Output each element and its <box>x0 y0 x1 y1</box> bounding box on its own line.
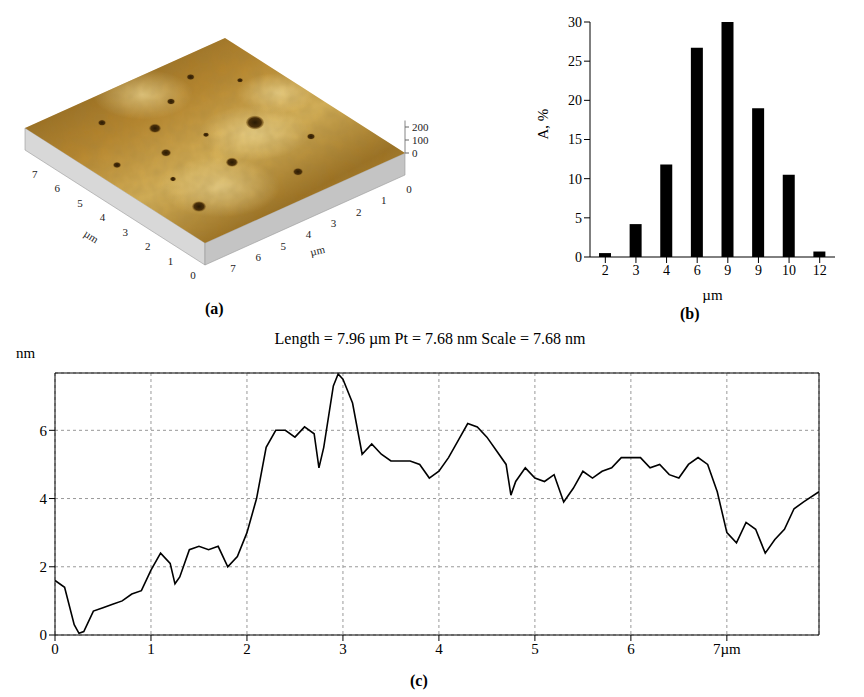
html-text:(c): (c) <box>410 672 428 689</box>
svg-text:0: 0 <box>51 641 59 657</box>
svg-text:5: 5 <box>281 240 287 252</box>
svg-text:6: 6 <box>40 423 48 439</box>
svg-text:6: 6 <box>255 251 261 263</box>
svg-text:2: 2 <box>145 240 151 252</box>
svg-text:1: 1 <box>168 255 174 267</box>
svg-text:25: 25 <box>568 54 582 69</box>
svg-text:4: 4 <box>306 228 312 240</box>
html-text:Length = 7.96 µm Pt = 7.68 nm: Length = 7.96 µm Pt = 7.68 nm Scale = 7.… <box>274 330 586 347</box>
svg-text:7µm: 7µm <box>713 641 741 657</box>
svg-text:0: 0 <box>40 627 48 643</box>
svg-text:3: 3 <box>632 263 639 278</box>
svg-text:30: 30 <box>568 15 582 30</box>
svg-text:0: 0 <box>190 269 196 281</box>
svg-text:200: 200 <box>412 121 429 133</box>
svg-text:7: 7 <box>32 168 38 180</box>
svg-text:9: 9 <box>755 263 762 278</box>
svg-text:100: 100 <box>412 134 429 146</box>
svg-text:µm: µm <box>702 287 723 303</box>
svg-text:3: 3 <box>331 217 337 229</box>
html-text:nm: nm <box>16 345 36 361</box>
svg-text:2: 2 <box>243 641 251 657</box>
svg-text:10: 10 <box>782 263 796 278</box>
svg-text:2: 2 <box>356 206 362 218</box>
html-text:(b): (b) <box>680 305 700 322</box>
html-text:(a): (a) <box>205 300 224 317</box>
svg-text:0: 0 <box>575 250 582 265</box>
svg-text:5: 5 <box>575 211 582 226</box>
svg-text:20: 20 <box>568 93 582 108</box>
svg-text:15: 15 <box>568 132 582 147</box>
svg-text:1: 1 <box>147 641 155 657</box>
svg-text:0: 0 <box>406 183 412 195</box>
svg-text:4: 4 <box>435 641 443 657</box>
svg-text:3: 3 <box>122 226 128 238</box>
svg-text:2: 2 <box>40 559 48 575</box>
svg-text:µm: µm <box>82 227 101 245</box>
svg-text:2: 2 <box>602 263 609 278</box>
svg-text:6: 6 <box>627 641 635 657</box>
svg-text:5: 5 <box>77 197 83 209</box>
svg-text:6: 6 <box>694 263 701 278</box>
svg-text:10: 10 <box>568 172 582 187</box>
svg-text:0: 0 <box>412 147 418 159</box>
svg-text:7: 7 <box>230 262 236 274</box>
svg-text:4: 4 <box>100 211 106 223</box>
svg-text:5: 5 <box>531 641 539 657</box>
svg-text:6: 6 <box>55 182 61 194</box>
svg-text:A, %: A, % <box>535 109 551 140</box>
svg-text:4: 4 <box>663 263 670 278</box>
svg-text:9: 9 <box>724 263 731 278</box>
svg-text:3: 3 <box>339 641 347 657</box>
svg-text:1: 1 <box>381 194 387 206</box>
svg-text:12: 12 <box>813 263 827 278</box>
svg-text:4: 4 <box>40 491 48 507</box>
svg-text:µm: µm <box>309 243 327 258</box>
